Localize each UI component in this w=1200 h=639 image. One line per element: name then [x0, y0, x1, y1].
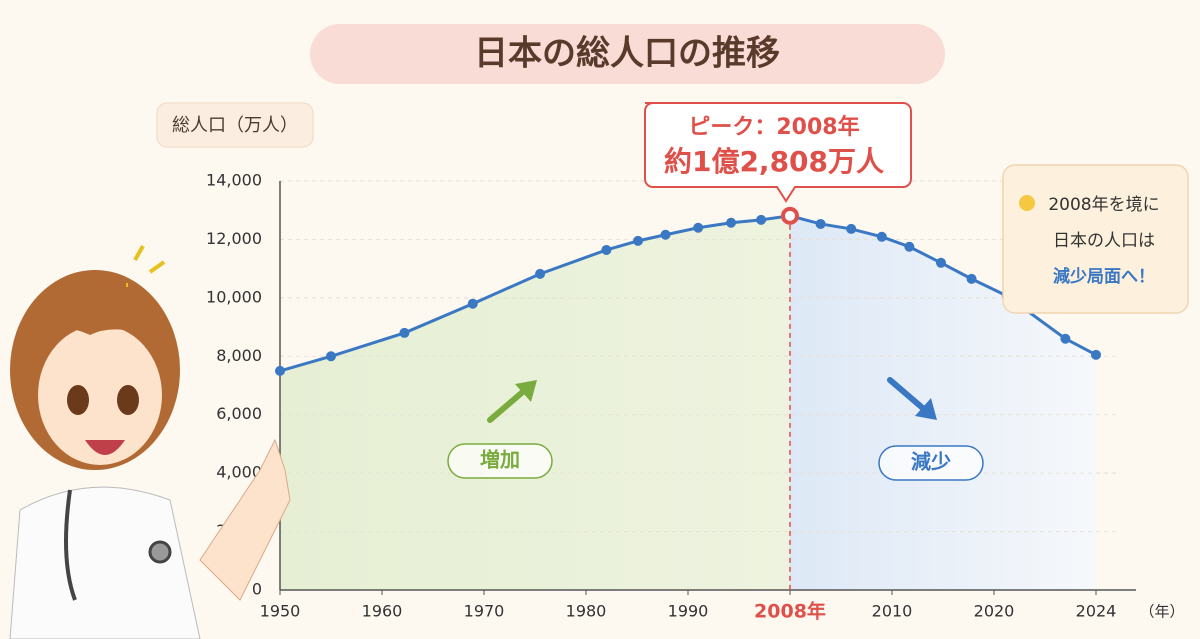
x-tick-label: 1950 [260, 602, 301, 621]
note-box [1002, 164, 1189, 314]
plot: 02,0004,0006,0008,00010,00012,00014,0001… [206, 102, 1189, 623]
note-line: 減少局面へ！ [1053, 266, 1155, 287]
data-point [535, 268, 546, 279]
data-point [467, 298, 478, 309]
data-point [633, 235, 644, 246]
x-tick-label: 2010 [872, 602, 913, 621]
note-line: 日本の人口は [1053, 231, 1155, 251]
note-line: 2008年を境に [1048, 195, 1159, 215]
title-pill [310, 24, 945, 84]
y-tick-label: 10,000 [206, 287, 262, 306]
peak-value-label: 約1億2,808万人 [664, 145, 884, 178]
region-pill [447, 443, 553, 479]
region-label: 増加 [480, 448, 520, 472]
bulb-icon [1019, 195, 1035, 211]
y-tick-label: 4,000 [216, 463, 262, 482]
data-point [1091, 349, 1101, 360]
data-point [935, 257, 946, 268]
x-tick-label: 1960 [362, 602, 403, 621]
data-point [326, 351, 336, 362]
peak-point [781, 206, 799, 225]
y-label-pill [156, 102, 314, 148]
x-tick-label: 1980 [566, 602, 607, 621]
data-point [966, 273, 977, 284]
data-point [815, 218, 826, 229]
x-tick-label: 2020 [974, 602, 1015, 621]
character [9, 245, 291, 639]
data-point [660, 229, 671, 240]
region-arrow [487, 387, 528, 423]
x-tick-label: 2024 [1076, 602, 1117, 621]
data-point [726, 217, 737, 228]
y-axis-label: 総人口（万人） [172, 115, 298, 136]
x-tick-label: 1970 [464, 602, 505, 621]
y-tick-label: 12,000 [206, 229, 262, 248]
peak-label: ピーク：2008年 [688, 114, 859, 140]
region-arrowhead [915, 398, 937, 420]
x-unit: （年） [1139, 603, 1184, 621]
data-point [1060, 333, 1071, 344]
area-increase [280, 215, 790, 590]
data-point [601, 244, 612, 255]
data-point [399, 327, 410, 338]
data-point [904, 241, 915, 252]
data-point [876, 231, 887, 242]
data-point [275, 365, 285, 376]
x-tick-label: 1990 [668, 602, 709, 621]
x-tick-label: 2008年 [754, 600, 826, 623]
y-tick-label: 0 [252, 580, 262, 599]
y-tick-label: 8,000 [216, 346, 262, 365]
data-point [693, 222, 704, 233]
peak-callout [644, 102, 912, 203]
region-arrowhead [515, 380, 537, 402]
region-arrow [887, 377, 928, 413]
data-point [846, 223, 857, 234]
region-pill [878, 445, 984, 481]
region-label: 減少 [911, 450, 951, 474]
chart-title: 日本の総人口の推移 [474, 34, 780, 74]
y-tick-label: 14,000 [206, 171, 262, 190]
y-tick-label: 6,000 [216, 404, 262, 423]
data-point [756, 214, 767, 225]
